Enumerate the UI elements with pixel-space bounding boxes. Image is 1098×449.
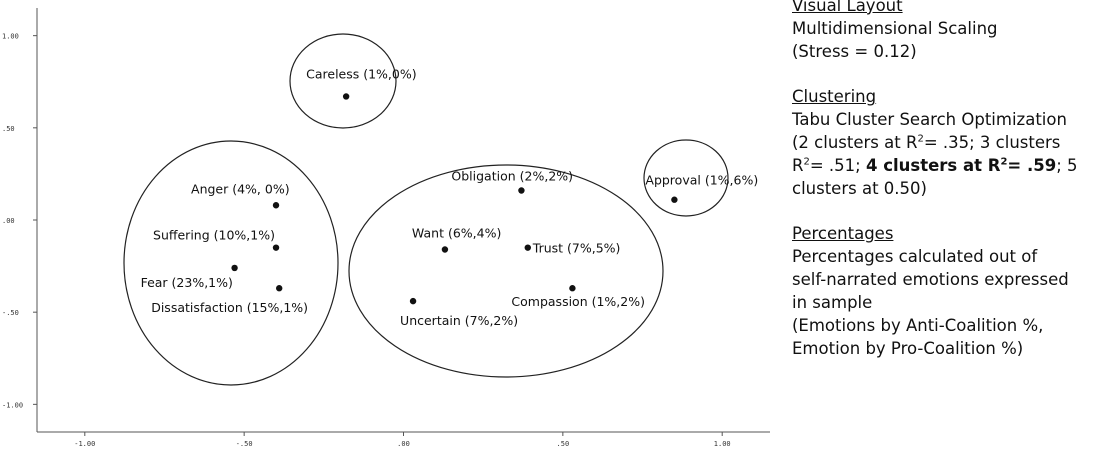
data-label: Anger (4%, 0%) <box>191 181 290 196</box>
data-point <box>276 285 283 292</box>
clustering-line-3: R2= .51; 4 clusters at R2= .59; 5 <box>792 156 1078 175</box>
data-points <box>231 93 678 305</box>
data-point <box>671 196 678 203</box>
x-tick-label: .50 <box>557 440 570 448</box>
percentages-line-1: Percentages calculated out of <box>792 247 1038 266</box>
data-point <box>272 244 280 251</box>
data-label: Compassion (1%,2%) <box>511 294 645 309</box>
y-tick-label: 1.00 <box>2 33 19 41</box>
clustering-line-2: (2 clusters at R2= .35; 3 clusters <box>792 133 1061 152</box>
data-label: Trust (7%,5%) <box>532 241 621 256</box>
data-label: Uncertain (7%,2%) <box>400 313 518 328</box>
layout-line-1: Multidimensional Scaling <box>792 19 998 38</box>
percentages-line-4: (Emotions by Anti-Coalition %, <box>792 316 1044 335</box>
cluster-ellipse-1 <box>289 33 397 129</box>
data-point <box>409 297 417 305</box>
y-tick-label: .00 <box>2 217 15 225</box>
data-point <box>231 264 238 272</box>
clustering-line-4: clusters at 0.50) <box>792 179 927 198</box>
data-point <box>441 246 449 253</box>
y-tick-label: -.50 <box>2 309 19 317</box>
data-point <box>518 187 525 194</box>
layout-heading: Visual Layout <box>792 0 903 15</box>
percentages-heading: Percentages <box>792 224 894 243</box>
data-label: Suffering (10%,1%) <box>153 228 275 243</box>
cluster-ellipse-2 <box>123 140 339 386</box>
data-point <box>524 244 531 251</box>
side-panel: Visual Layout Multidimensional Scaling (… <box>792 0 1096 360</box>
x-tick-label: -1.00 <box>74 440 95 448</box>
data-label: Obligation (2%,2%) <box>451 169 573 184</box>
percentages-line-3: in sample <box>792 293 873 312</box>
cluster-ellipses <box>123 33 729 386</box>
x-tick-label: 1.00 <box>714 440 731 448</box>
mds-plot: -1.00 -.50 .00 .50 1.00 1.00 .50 .00 -.50 -1.00 C… <box>2 8 770 448</box>
percentages-line-2: self-narrated emotions expressed <box>792 270 1069 289</box>
data-point <box>272 202 280 209</box>
clustering-line-1: Tabu Cluster Search Optimization <box>792 110 1067 129</box>
layout-line-2: (Stress = 0.12) <box>792 42 917 61</box>
data-labels: Careless (1%,0%) Anger (4%, 0%) Suffering … <box>141 66 759 328</box>
clustering-heading: Clustering <box>792 87 877 106</box>
y-tick-label: .50 <box>2 125 15 133</box>
data-label: Approval (1%,6%) <box>645 173 758 188</box>
data-point <box>569 285 576 292</box>
cluster-ellipse-3 <box>348 164 664 378</box>
cluster-ellipse-4 <box>643 139 729 217</box>
data-label: Careless (1%,0%) <box>306 66 417 81</box>
data-label: Dissatisfaction (15%,1%) <box>151 300 308 315</box>
data-label: Fear (23%,1%) <box>141 275 233 290</box>
percentages-line-5: Emotion by Pro-Coalition %) <box>792 339 1024 358</box>
y-tick-label: -1.00 <box>2 401 23 409</box>
x-tick-label: -.50 <box>236 440 253 448</box>
data-label: Want (6%,4%) <box>412 225 501 240</box>
x-tick-label: .00 <box>397 440 410 448</box>
plot-axes: -1.00 -.50 .00 .50 1.00 1.00 .50 .00 -.50 -1.00 <box>2 8 770 448</box>
data-point <box>342 93 350 100</box>
